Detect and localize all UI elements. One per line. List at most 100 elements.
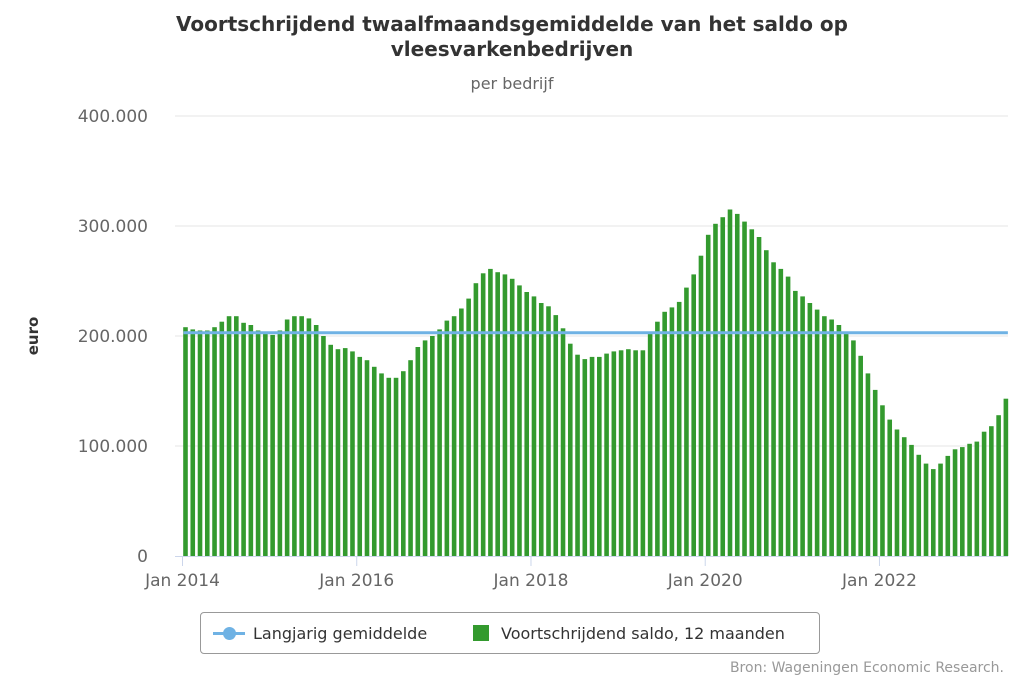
bar[interactable] [183, 327, 188, 556]
bar[interactable] [502, 274, 508, 556]
bar[interactable] [480, 273, 486, 556]
bar[interactable] [379, 373, 384, 556]
legend-item-voortschrijdend-saldo[interactable]: Voortschrijdend saldo, 12 maanden [473, 613, 785, 653]
bar[interactable] [960, 447, 965, 556]
bar[interactable] [981, 431, 987, 556]
bar[interactable] [822, 316, 827, 556]
bar[interactable] [865, 373, 871, 556]
bar[interactable] [749, 229, 755, 557]
bar[interactable] [669, 307, 675, 556]
bar[interactable] [705, 234, 711, 557]
bar[interactable] [974, 441, 980, 556]
bar[interactable] [255, 330, 261, 557]
bar[interactable] [764, 250, 769, 556]
bar[interactable] [597, 356, 602, 556]
bar[interactable] [197, 330, 203, 557]
bar[interactable] [647, 333, 653, 556]
bar[interactable] [996, 415, 1001, 556]
bar[interactable] [785, 276, 791, 556]
bar[interactable] [756, 237, 762, 556]
bar[interactable] [546, 306, 551, 556]
bar[interactable] [248, 325, 254, 556]
bar[interactable] [938, 463, 943, 556]
bar[interactable] [488, 268, 493, 556]
bar[interactable] [989, 426, 994, 556]
bar[interactable] [459, 308, 464, 557]
bar[interactable] [422, 340, 428, 556]
bar[interactable] [357, 356, 363, 556]
bar[interactable] [916, 454, 922, 556]
bar[interactable] [342, 348, 348, 556]
bar[interactable] [335, 349, 341, 556]
bar[interactable] [190, 329, 196, 556]
bar[interactable] [589, 356, 595, 556]
bar[interactable] [204, 330, 210, 557]
bar[interactable] [858, 355, 863, 556]
bar[interactable] [212, 327, 217, 556]
bar[interactable] [604, 353, 609, 556]
bar[interactable] [517, 285, 522, 556]
bar[interactable] [894, 429, 900, 557]
bar[interactable] [415, 347, 421, 556]
bar[interactable] [872, 389, 878, 556]
bar[interactable] [851, 340, 856, 556]
bar[interactable] [241, 322, 246, 556]
bar[interactable] [952, 449, 958, 556]
bar[interactable] [618, 350, 624, 556]
bar[interactable] [684, 287, 689, 556]
bar[interactable] [843, 332, 849, 556]
bar[interactable] [386, 377, 392, 556]
bar[interactable] [814, 309, 820, 556]
bar[interactable] [444, 320, 450, 556]
bar[interactable] [829, 319, 834, 557]
bar[interactable] [626, 349, 631, 556]
bar[interactable] [676, 301, 682, 556]
bar[interactable] [633, 350, 638, 556]
bar[interactable] [509, 278, 515, 556]
bar[interactable] [807, 303, 813, 556]
bar[interactable] [437, 329, 442, 556]
bar[interactable] [292, 316, 297, 556]
bar[interactable] [284, 319, 290, 557]
bar[interactable] [662, 311, 667, 556]
bar[interactable] [299, 316, 304, 556]
bar[interactable] [771, 262, 776, 556]
bar[interactable] [313, 325, 319, 556]
bar[interactable] [901, 437, 907, 556]
bar[interactable] [234, 316, 239, 556]
bar[interactable] [371, 366, 377, 556]
bar[interactable] [473, 283, 479, 556]
bar[interactable] [575, 354, 580, 556]
bar[interactable] [691, 274, 696, 556]
bar[interactable] [720, 217, 726, 556]
bar[interactable] [967, 443, 972, 556]
bar[interactable] [466, 298, 471, 556]
bar[interactable] [328, 344, 333, 556]
bar[interactable] [553, 315, 559, 556]
bar[interactable] [306, 318, 312, 556]
bar[interactable] [800, 296, 805, 556]
bar[interactable] [531, 296, 537, 556]
bar[interactable] [430, 336, 435, 556]
bar[interactable] [226, 316, 232, 556]
bar[interactable] [611, 351, 617, 556]
bar[interactable] [277, 330, 283, 557]
bar[interactable] [364, 360, 370, 556]
bar[interactable] [880, 405, 885, 556]
bar[interactable] [698, 255, 704, 556]
bar[interactable] [219, 321, 225, 556]
bar[interactable] [451, 316, 457, 556]
bar[interactable] [655, 321, 660, 556]
bar[interactable] [713, 223, 718, 557]
bar[interactable] [734, 213, 740, 556]
bar[interactable] [836, 325, 842, 556]
bar[interactable] [401, 371, 406, 556]
bar[interactable] [567, 343, 573, 556]
bar[interactable] [727, 209, 733, 557]
bar[interactable] [408, 360, 413, 556]
bar[interactable] [778, 268, 784, 556]
bar[interactable] [945, 455, 951, 556]
bar[interactable] [263, 332, 268, 556]
bar[interactable] [495, 272, 500, 556]
bar[interactable] [582, 359, 588, 556]
